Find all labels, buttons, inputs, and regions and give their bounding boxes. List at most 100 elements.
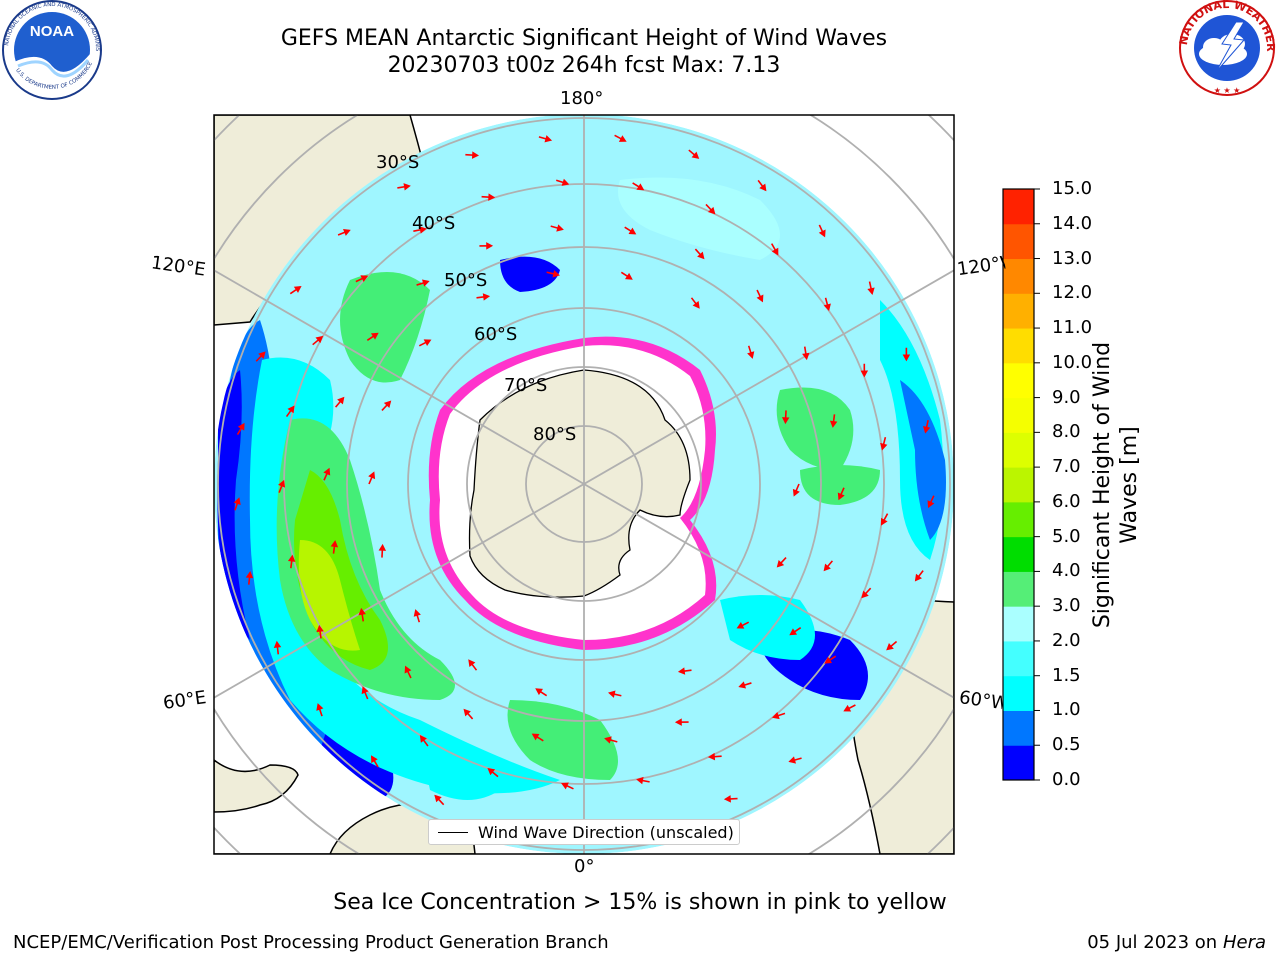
map-area <box>214 115 954 854</box>
colorbar <box>1003 188 1040 781</box>
noaa-logo: NOAA NATIONAL OCEANIC AND ATMOSPHERIC AD… <box>0 0 102 100</box>
wind-wave-arrowhead <box>287 554 296 562</box>
wind-wave-arrowhead <box>323 467 331 476</box>
wind-wave-arrowhead <box>625 272 633 280</box>
wind-wave-arrowhead <box>544 135 553 143</box>
map-title-line2: 20230703 t00z 264h fcst Max: 7.13 <box>387 53 781 78</box>
wind-wave-arrowhead <box>258 351 266 359</box>
wind-wave-arrowhead <box>421 279 430 287</box>
wind-wave-arrowhead <box>677 667 686 675</box>
wind-wave-arrowhead <box>692 300 700 309</box>
nws-ring-text: NATIONAL WEATHER SERVICE <box>0 0 1277 52</box>
legend-label: Wind Wave Direction (unscaled) <box>478 823 734 842</box>
colorbar-tick-label: 1.0 <box>1052 699 1081 721</box>
colorbar-tick-label: 11.0 <box>1052 317 1093 339</box>
wind-wave-arrowhead <box>316 624 324 633</box>
wind-wave-arrowhead <box>738 681 747 689</box>
wind-wave-arrowhead <box>315 335 324 344</box>
wind-wave-arrowhead <box>772 711 780 720</box>
colorbar-tick-label: 15.0 <box>1052 178 1093 199</box>
wind-wave-arrowhead <box>556 224 564 232</box>
wind-wave-arrowhead <box>867 287 875 295</box>
colorbar-label-line2: Waves [m] <box>1117 426 1142 544</box>
wind-wave-arrowhead <box>316 703 324 711</box>
wind-wave-arrowhead <box>561 782 569 790</box>
map-legend: Wind Wave Direction (unscaled) <box>428 819 740 845</box>
wind-wave-arrowhead <box>337 396 345 405</box>
wind-wave-arrowhead <box>747 351 755 359</box>
colorbar-segment <box>1003 640 1034 677</box>
sea-ice-note: Sea Ice Concentration > 15% is shown in … <box>333 890 947 915</box>
colorbar-tick-label: 1.5 <box>1052 664 1081 686</box>
wind-wave-arrowhead <box>278 479 286 488</box>
wind-wave-arrowhead <box>608 690 616 698</box>
wind-wave-arrowhead <box>886 643 894 651</box>
wind-wave-arrowhead <box>707 206 716 215</box>
wind-wave-arrows <box>233 134 935 835</box>
wind-wave-arrowhead <box>361 686 369 695</box>
colorbar-tick-label: 6.0 <box>1052 490 1081 512</box>
lon-label-0: 0° <box>574 856 595 877</box>
wind-wave-arrowhead <box>330 540 339 548</box>
wind-wave-arrowhead <box>824 656 833 664</box>
wind-wave-arrowhead <box>413 609 421 617</box>
colorbar-segment <box>1003 606 1034 642</box>
colorbar-segment <box>1003 571 1034 607</box>
wind-wave-arrowhead <box>636 183 645 191</box>
colorbar-segment <box>1003 293 1034 329</box>
wind-wave-arrowhead <box>237 422 245 431</box>
colorbar-segment <box>1003 501 1034 538</box>
colorbar-tick-label: 2.0 <box>1052 629 1081 651</box>
wind-wave-arrowhead <box>674 718 682 726</box>
colorbar-tick-label: 10.0 <box>1052 351 1093 373</box>
lat-label-50s: 50°S <box>444 270 488 291</box>
wind-wave-arrowhead <box>771 247 779 256</box>
wind-wave-arrowhead <box>343 228 351 236</box>
lat-label-30s: 30°S <box>376 152 420 173</box>
footer-date: 05 Jul 2023 on Hera <box>1087 932 1266 953</box>
wind-wave-arrowhead <box>383 400 392 409</box>
map-title-line1: GEFS MEAN Antarctic Significant Height o… <box>280 26 888 51</box>
wind-wave-arrowhead <box>736 621 745 629</box>
antarctica <box>468 369 691 598</box>
wind-wave-arrowhead <box>860 370 869 378</box>
map-frame <box>213 114 955 855</box>
svg-text:★ ★ ★: ★ ★ ★ <box>1214 86 1241 95</box>
colorbar-tick-label: 3.0 <box>1052 595 1081 617</box>
wind-wave-arrowhead <box>486 242 494 250</box>
wind-wave-arrowhead <box>802 352 810 361</box>
nws-logo: NATIONAL WEATHER SERVICE ★ ★ ★ <box>0 0 1277 96</box>
wind-wave-arrowhead <box>691 151 700 159</box>
wind-wave-arrowhead <box>463 708 471 717</box>
colorbar-tick-label: 5.0 <box>1052 525 1081 547</box>
wind-wave-arrowhead <box>707 752 716 761</box>
lat-label-40s: 40°S <box>412 213 456 234</box>
wind-wave-arrowhead <box>360 275 369 283</box>
colorbar-frame <box>1002 188 1035 781</box>
colorbar-segment <box>1003 745 1034 781</box>
footer-date-text: 05 Jul 2023 on <box>1087 932 1223 953</box>
colorbar-tick-label: 9.0 <box>1052 386 1081 408</box>
colorbar-segment <box>1003 397 1034 433</box>
colorbar-tick-label: 4.0 <box>1052 560 1081 582</box>
wind-wave-arrowhead <box>776 559 785 568</box>
wind-wave-arrowhead <box>759 183 767 192</box>
wind-wave-arrowhead <box>861 590 869 599</box>
wind-wave-arrowhead <box>293 285 302 293</box>
wind-wave-arrowhead <box>552 270 560 278</box>
colorbar-tick-label: 13.0 <box>1052 247 1093 269</box>
wind-wave-arrowhead <box>618 135 627 142</box>
wind-wave-arrowhead <box>370 332 379 340</box>
wind-wave-arrowhead <box>914 573 922 582</box>
wind-wave-arrowhead <box>823 303 831 312</box>
wind-wave-arrowhead <box>423 339 432 347</box>
wind-wave-arrowhead <box>792 488 800 497</box>
wind-wave-arrowhead <box>487 767 496 776</box>
colorbar-tick-label: 12.0 <box>1052 282 1093 304</box>
wind-wave-arrowhead <box>843 704 852 712</box>
colorbar-segment <box>1003 362 1034 399</box>
noaa-logo-text: NOAA <box>30 23 74 40</box>
wind-wave-arrowhead <box>923 426 931 434</box>
wind-wave-arrowhead <box>488 193 496 201</box>
footer-host: Hera <box>1222 932 1266 953</box>
